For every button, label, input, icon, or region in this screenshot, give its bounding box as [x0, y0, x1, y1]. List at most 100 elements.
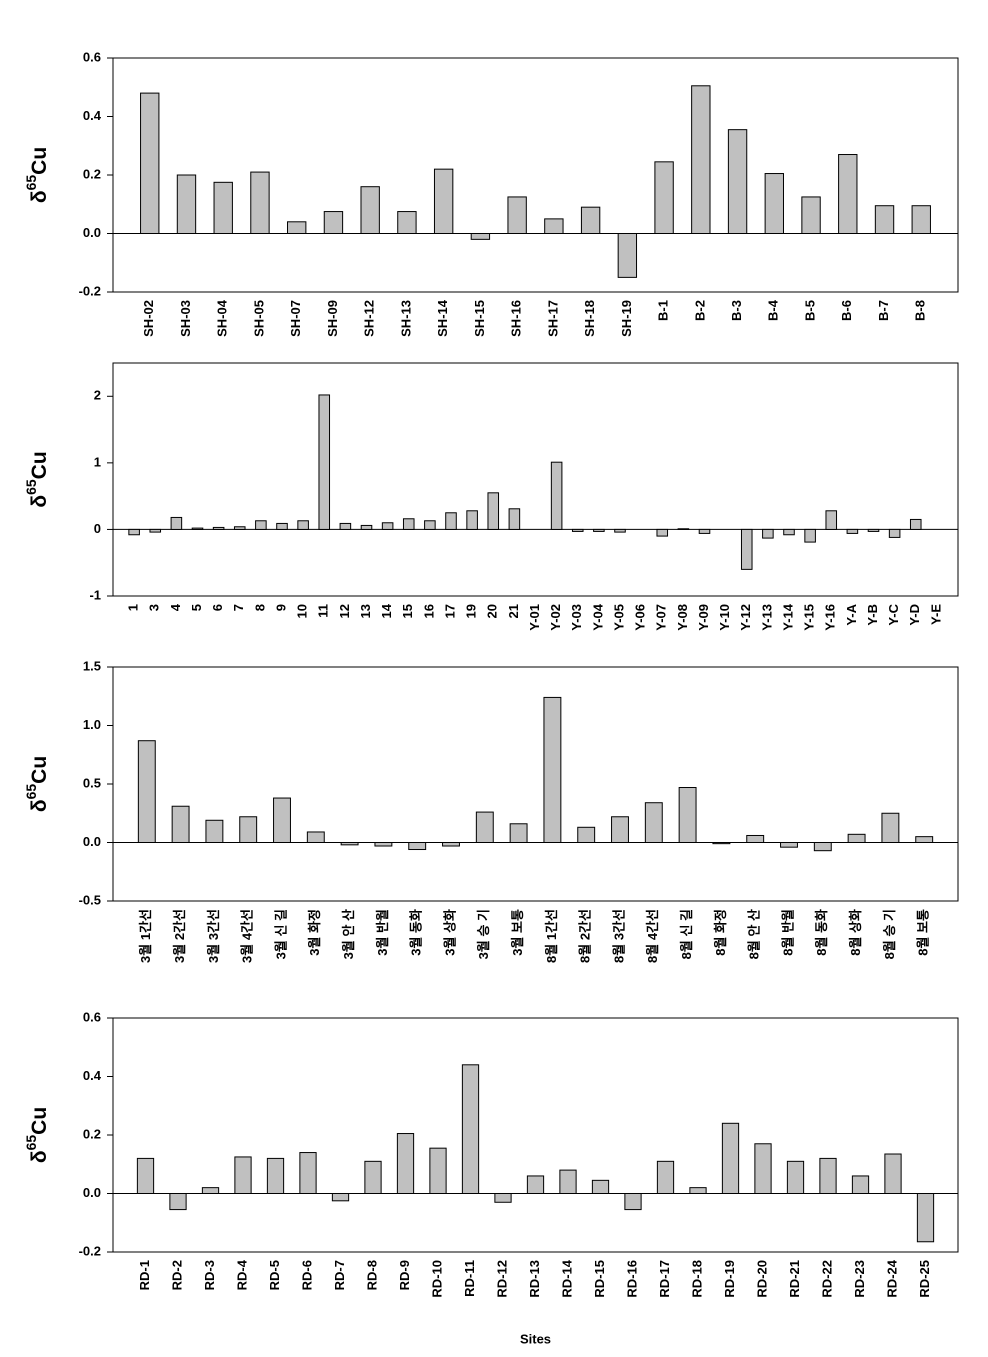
bar	[591, 1179, 610, 1195]
x-tick-label: RD-23	[852, 1260, 867, 1298]
plot-frame	[112, 362, 959, 597]
x-tick-label: Y-D	[907, 604, 922, 626]
x-tick-label: Y-13	[759, 604, 774, 631]
bar	[494, 1193, 512, 1203]
y-axis-label: δ65Cu	[23, 1107, 51, 1163]
x-tick-label: Y-15	[802, 604, 817, 631]
x-tick-label: RD-10	[429, 1260, 444, 1298]
x-tick-label: 3월 반월	[375, 909, 390, 956]
bar	[754, 1143, 772, 1195]
bar	[867, 528, 880, 532]
bar	[340, 842, 359, 846]
x-tick-label: RD-7	[332, 1260, 347, 1290]
y-tick-label: 0.6	[83, 1009, 101, 1024]
bar	[762, 528, 774, 539]
bar	[689, 1187, 707, 1195]
y-axis-label-part: 65	[23, 1135, 39, 1151]
x-tick-label: SH-02	[141, 300, 156, 337]
plot-frame	[112, 666, 959, 902]
bar	[544, 218, 564, 234]
x-tick-label: 8월 4간선	[645, 909, 660, 963]
y-axis-label-part: 65	[23, 479, 39, 495]
bar	[764, 173, 784, 235]
bar	[509, 823, 528, 844]
x-tick-label: RD-24	[884, 1259, 899, 1297]
bar	[255, 520, 267, 530]
bar	[239, 816, 258, 844]
bar	[911, 205, 931, 234]
bar	[433, 168, 454, 234]
x-tick-label: Y-01	[527, 604, 542, 631]
bar	[381, 522, 394, 530]
bar	[786, 1160, 805, 1194]
bar	[916, 1193, 935, 1243]
x-tick-label: 8월 상화	[848, 909, 863, 956]
bar	[408, 842, 427, 851]
x-tick-label: 8월 1간선	[544, 909, 559, 963]
bar	[136, 1157, 155, 1195]
bar	[721, 1122, 740, 1195]
x-tick-label: RD-16	[624, 1260, 639, 1298]
x-tick-label: RD-5	[267, 1260, 282, 1290]
y-tick-label: 0.0	[83, 834, 101, 849]
x-tick-label: 21	[506, 604, 521, 618]
x-tick-label: 19	[464, 604, 479, 618]
x-tick-label: 8월 안 산	[747, 909, 762, 959]
bar	[727, 129, 748, 235]
x-tick-label: 3월 3간선	[206, 909, 221, 963]
x-tick-label: 8월 신 길	[679, 909, 694, 959]
y-tick-label: 0.4	[83, 1068, 102, 1083]
y-tick-label: 0	[94, 521, 101, 536]
bar	[783, 528, 795, 536]
bar	[487, 492, 500, 530]
x-tick-label: RD-9	[397, 1260, 412, 1290]
y-axis-label-part: Cu	[28, 756, 51, 784]
x-tick-label: 9	[273, 604, 288, 611]
bar	[526, 1175, 545, 1194]
y-tick-label: 0.4	[83, 108, 102, 123]
bar	[318, 394, 331, 530]
x-tick-label: 11	[316, 604, 331, 618]
bar	[250, 171, 270, 234]
bar	[213, 181, 233, 234]
x-tick-label: RD-19	[722, 1260, 737, 1298]
plot-frame	[112, 57, 959, 293]
y-tick-label: 0.5	[83, 775, 101, 790]
bar	[915, 836, 934, 844]
x-tick-label: RD-17	[657, 1260, 672, 1298]
bar	[201, 1187, 220, 1195]
x-tick-label: Y-C	[886, 603, 901, 625]
x-tick-label: RD-25	[917, 1260, 932, 1298]
bar	[402, 518, 415, 530]
x-tick-label: 3월 보통	[510, 909, 525, 956]
bar	[846, 528, 859, 534]
x-tick-label: 8월 2간선	[578, 909, 593, 963]
x-tick-label: SH-03	[178, 300, 193, 337]
x-tick-label: 17	[442, 604, 457, 618]
x-tick-label: SH-18	[582, 300, 597, 337]
y-tick-label: 1.5	[83, 658, 101, 673]
x-tick-label: Y-08	[675, 604, 690, 631]
x-tick-label: Y-12	[738, 604, 753, 631]
x-tick-label: B-4	[766, 299, 781, 321]
x-axis-label: Sites	[520, 1331, 551, 1346]
x-tick-label: RD-3	[202, 1260, 217, 1290]
x-tick-label: Y-06	[633, 604, 648, 631]
x-tick-label: 3월 상화	[442, 909, 457, 956]
x-tick-label: B-6	[839, 300, 854, 321]
bar	[691, 85, 711, 234]
bar	[656, 1160, 675, 1194]
x-tick-label: SH-05	[251, 300, 266, 337]
x-tick-label: Y-07	[654, 604, 669, 631]
x-tick-label: SH-17	[545, 300, 560, 337]
bar	[580, 206, 601, 235]
x-tick-label: B-1	[656, 300, 671, 321]
x-tick-label: B-2	[692, 300, 707, 321]
x-tick-label: 8월 3간선	[611, 909, 626, 963]
x-tick-label: 7	[231, 604, 246, 611]
y-axis-label-part: δ	[28, 1150, 51, 1163]
bar	[543, 696, 562, 843]
x-tick-label: 8월 승 기	[882, 909, 897, 959]
bar	[396, 1133, 415, 1194]
y-axis-label-part: δ	[28, 495, 51, 508]
